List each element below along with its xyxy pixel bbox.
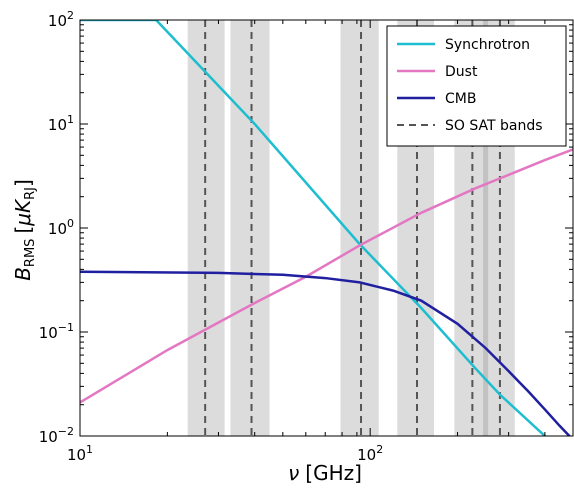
y-tick-label: 10−1 <box>39 321 74 342</box>
band-center-lines <box>204 20 501 436</box>
x-axis-label: ν [GHz] <box>288 461 362 485</box>
legend-label-synchrotron: Synchrotron <box>445 37 530 53</box>
legend-label-dust: Dust <box>445 64 478 80</box>
series-cmb <box>80 270 572 436</box>
y-axis-main: B <box>11 267 35 281</box>
legend-label-so-sat-bands: SO SAT bands <box>445 118 543 134</box>
legend-box <box>386 25 567 147</box>
band-shade-39 <box>230 20 270 436</box>
y-axis-sub: RMS <box>23 239 38 268</box>
y-axis-unit-sub: RJ <box>23 187 38 200</box>
y-axis-unit-k: K <box>11 198 35 213</box>
y-axis-unit-mu: μ <box>11 213 35 227</box>
y-tick-label: 102 <box>48 9 74 30</box>
legend-label-cmb: CMB <box>445 91 476 107</box>
y-tick-label: 100 <box>48 217 74 238</box>
y-tick-label: 101 <box>48 113 74 134</box>
axis-ticks: 101 102 10−2 10−1 100 101 102 <box>39 9 573 464</box>
y-axis-label: BRMS [μKRJ] <box>11 179 38 281</box>
legend: Synchrotron Dust CMB SO SAT bands <box>386 25 567 147</box>
y-tick-label: 10−2 <box>39 425 74 446</box>
curves <box>80 20 573 436</box>
series-dust <box>80 148 573 404</box>
series-synchrotron <box>80 20 547 436</box>
y-axis-unit-close: ] <box>11 179 35 187</box>
x-tick-label: 102 <box>357 443 383 464</box>
x-axis-unit: [GHz] <box>305 461 362 485</box>
x-axis-symbol: ν <box>288 461 299 485</box>
y-axis-unit-open: [ <box>11 226 35 234</box>
x-tick-label: 101 <box>67 443 93 464</box>
